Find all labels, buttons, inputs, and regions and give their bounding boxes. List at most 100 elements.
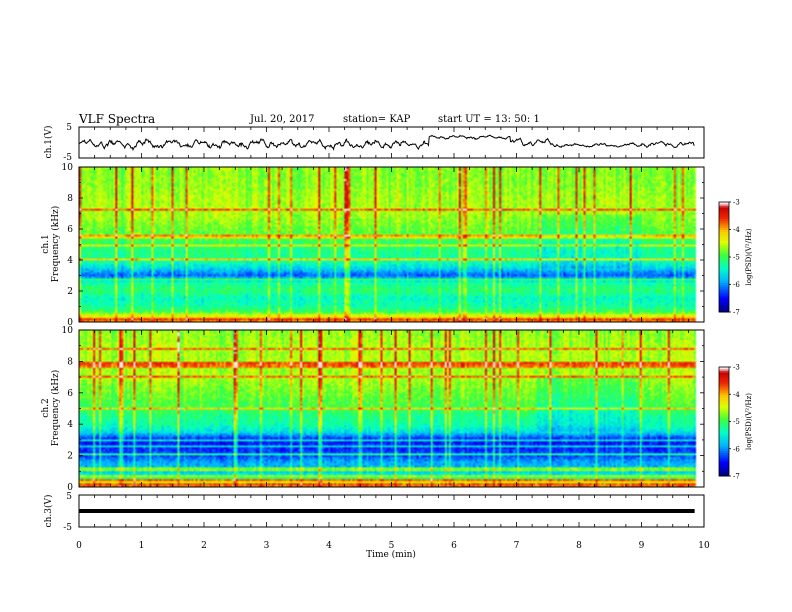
colorbar-swatch — [719, 425, 729, 428]
colorbar-tick-label: -3 — [733, 199, 740, 207]
colorbar-swatch — [719, 426, 729, 430]
colorbar-swatch — [719, 463, 729, 466]
colorbar-swatch — [719, 227, 729, 230]
colorbar-swatch — [719, 394, 729, 397]
time-tick-label: 0 — [76, 541, 82, 551]
colorbar-swatch — [719, 209, 729, 212]
colorbar-swatch — [719, 405, 729, 408]
spectrogram-raster — [79, 330, 704, 487]
colorbar-swatch — [719, 233, 729, 236]
colorbar-swatch — [719, 269, 729, 273]
ch1-waveform-ylabel: ch.1(V) — [43, 126, 54, 159]
colorbar-swatch — [719, 383, 729, 386]
colorbar-swatch — [719, 255, 729, 258]
ch1-waveform-frame — [78, 126, 705, 159]
colorbar-swatch — [719, 439, 729, 442]
colorbar-swatch — [719, 428, 729, 432]
colorbar-swatch — [719, 474, 729, 477]
colorbar-swatch — [719, 459, 729, 462]
colorbar-swatch — [719, 277, 729, 280]
colorbar-swatch — [719, 262, 729, 265]
frequency-tick-label: 10 — [62, 326, 74, 336]
colorbar-swatch — [719, 468, 729, 472]
colorbar-swatch — [719, 470, 729, 473]
frequency-tick-label: 2 — [67, 452, 73, 462]
colorbar-swatch — [719, 297, 729, 300]
colorbar-swatch — [719, 247, 729, 251]
colorbar-swatch — [719, 379, 729, 383]
start-time-label: start UT = 13: 50: 1 — [438, 114, 540, 125]
ch2-spectrogram-image — [79, 330, 704, 487]
colorbar-swatch — [719, 229, 729, 232]
colorbar-swatch — [719, 412, 729, 415]
colorbar-swatch — [719, 372, 729, 375]
colorbar-label: log(PSD)(V²/Hz) — [745, 393, 753, 450]
colorbar-swatch — [719, 299, 729, 302]
colorbar-swatch — [719, 416, 729, 419]
colorbar-swatch — [719, 304, 729, 307]
colorbar-swatch — [719, 432, 729, 435]
colorbar-swatch — [719, 456, 729, 459]
figure-title: VLF Spectra — [78, 112, 155, 126]
ch1-waveform-panel: 5 -5 ch.1(V) — [43, 123, 705, 163]
colorbar-swatch — [719, 205, 729, 208]
colorbar-swatch — [719, 377, 729, 381]
colorbar-swatch — [719, 308, 729, 311]
colorbar-swatch — [719, 279, 729, 282]
colorbar-swatch — [719, 266, 729, 269]
spectrogram-raster — [79, 167, 704, 322]
colorbar-swatch — [719, 472, 729, 475]
colorbar-swatch — [719, 446, 729, 450]
date-label: Jul. 20, 2017 — [249, 114, 315, 125]
colorbar-tick-label: -7 — [733, 473, 740, 481]
colorbar-tick-label: -6 — [733, 281, 740, 289]
colorbar-swatch — [719, 220, 729, 223]
ch2-colorbar: -3 -4 -5 -6 -7 log(PSD)(V²/Hz) — [718, 364, 753, 481]
colorbar-swatch — [719, 448, 729, 452]
ch1-waveform-line — [78, 134, 695, 152]
ch2-spectrogram-panel: 0 2 4 6 8 10 ch.2 Frequency (kHz) -3 -4 -5 -6 -7 l… — [41, 326, 753, 493]
time-tick-label: 2 — [201, 541, 207, 551]
colorbar-swatch — [719, 202, 729, 205]
colorbar-swatch — [719, 388, 729, 392]
colorbar-swatch — [719, 216, 729, 219]
ch1-waveform-ticks — [78, 127, 705, 158]
colorbar-swatch — [719, 213, 729, 216]
colorbar-swatch — [719, 224, 729, 227]
colorbar-swatch — [719, 306, 729, 309]
colorbar-swatch — [719, 396, 729, 399]
colorbar-swatch — [719, 236, 729, 240]
colorbar-swatch — [719, 434, 729, 437]
colorbar-tick-label: -3 — [733, 364, 740, 372]
colorbar-swatch — [719, 218, 729, 221]
colorbar-swatch — [719, 367, 729, 370]
colorbar-swatch — [719, 401, 729, 404]
ch1-spectrogram-ylabel-channel: ch.1 — [41, 234, 51, 253]
colorbar-swatch — [719, 268, 729, 271]
colorbar-swatch — [719, 452, 729, 455]
colorbar-swatch — [719, 430, 729, 433]
time-tick-label: 7 — [514, 541, 520, 551]
colorbar-swatch — [719, 246, 729, 249]
colorbar-swatch — [719, 264, 729, 267]
colorbar-swatch — [719, 421, 729, 424]
colorbar-swatch — [719, 211, 729, 214]
ch1-spectrogram-yticks: 0 2 4 6 8 10 — [62, 163, 704, 328]
colorbar-tick-label: -4 — [733, 226, 740, 234]
frequency-tick-label: 10 — [62, 163, 74, 173]
ch3-waveform-ylabel: ch.3(V) — [43, 495, 54, 528]
time-tick-label: 9 — [639, 541, 645, 551]
frequency-tick-label: 4 — [67, 256, 73, 266]
colorbar-swatch — [719, 222, 729, 225]
ch3-waveform-panel: 5 -5 ch.3(V) — [43, 492, 705, 533]
time-tick-label: 8 — [576, 541, 582, 551]
colorbar-swatch — [719, 240, 729, 243]
colorbar-swatch — [719, 457, 729, 461]
frequency-tick-label: 8 — [67, 194, 73, 204]
station-label: station= KAP — [343, 114, 411, 125]
colorbar-swatch — [719, 441, 729, 444]
colorbar-tick-label: -5 — [733, 418, 740, 426]
colorbar-swatch — [719, 397, 729, 401]
colorbar-swatch — [719, 408, 729, 412]
